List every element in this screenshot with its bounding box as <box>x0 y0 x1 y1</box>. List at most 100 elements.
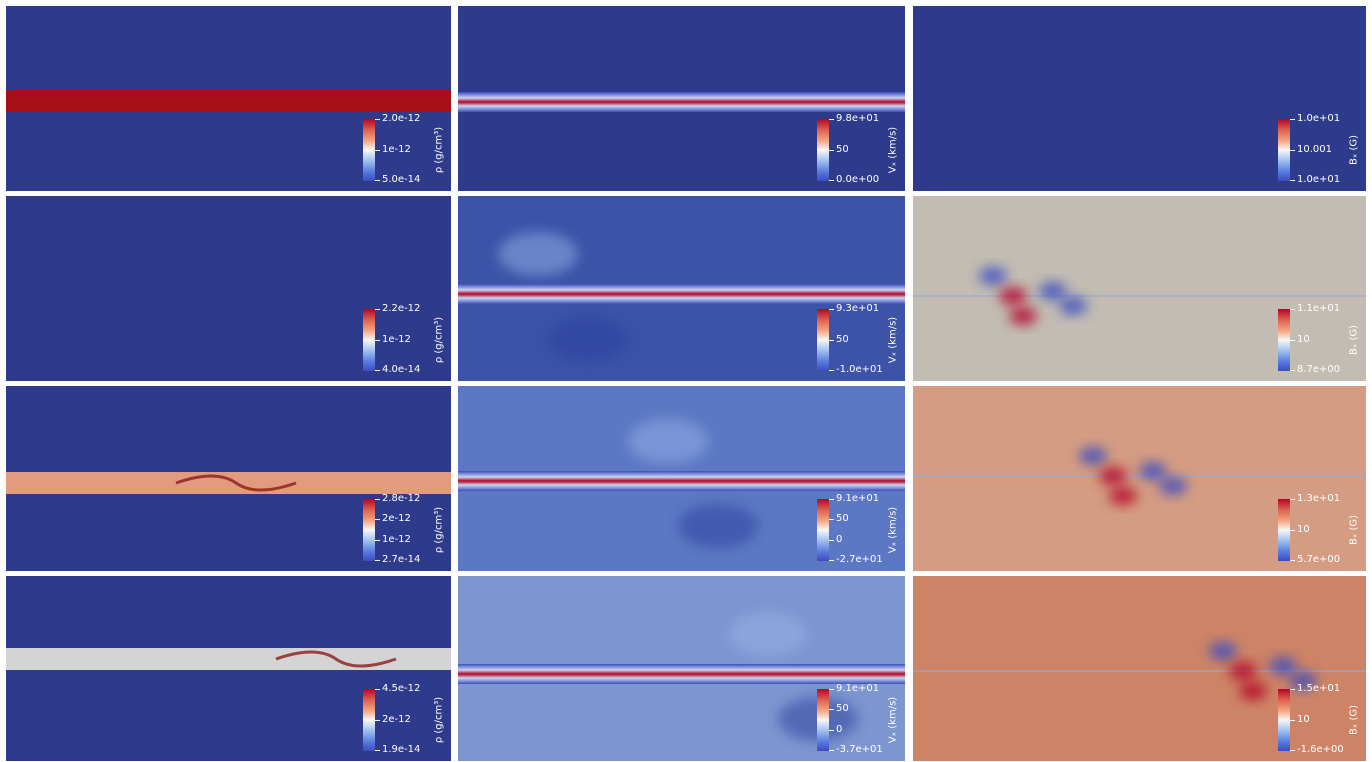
colorbar-tick-label: 1.5e+01 <box>1297 683 1341 694</box>
colorbar-unit-label: Vₓ (km/s) <box>887 506 899 554</box>
colorbar: 2.2e-12 1e-12 4.0e-14 ρ (g/cm³) <box>363 304 451 379</box>
colorbar-tick <box>375 750 380 751</box>
colorbar-tick <box>375 180 380 181</box>
colorbar-tick-label: 1e-12 <box>382 334 411 345</box>
colorbar-tick <box>829 180 834 181</box>
colorbar: 1.3e+01 10 5.7e+00 Bₓ (G) <box>1278 494 1366 569</box>
colorbar: 9.1e+01 50 0 -2.7e+01 Vₓ (km/s) <box>817 494 905 569</box>
colorbar-tick <box>829 519 834 520</box>
colorbar-unit-label: Bₓ (G) <box>1348 134 1360 166</box>
colorbar-tick <box>1290 370 1295 371</box>
colorbar-tick-label: 9.3e+01 <box>836 303 880 314</box>
colorbar-unit-label: Bₓ (G) <box>1348 514 1360 546</box>
field-image <box>458 232 905 361</box>
colorbar-unit-label: Vₓ (km/s) <box>887 696 899 744</box>
colorbar-tick-label: 8.7e+00 <box>1297 364 1341 375</box>
colorbar-tick-label: 9.8e+01 <box>836 113 880 124</box>
colorbar-tick-label: 4.5e-12 <box>382 683 421 694</box>
colorbar-tick <box>375 540 380 541</box>
colorbar-tick <box>1290 499 1295 500</box>
field-blob <box>1059 297 1087 315</box>
colorbar-gradient <box>1278 309 1290 371</box>
velocity-lobe <box>628 419 708 463</box>
density-slab <box>6 472 451 494</box>
colorbar-tick <box>1290 750 1295 751</box>
velocity-lobe <box>728 612 808 656</box>
colorbar-tick <box>829 709 834 710</box>
colorbar-gradient <box>817 309 829 371</box>
colorbar: 2.0e-12 1e-12 5.0e-14 ρ (g/cm³) <box>363 114 451 189</box>
field-blob <box>999 287 1027 305</box>
field-blob <box>1009 307 1037 325</box>
panel-vx-row3: 9.1e+01 50 0 -2.7e+01 Vₓ (km/s) <box>458 386 905 571</box>
velocity-lobe <box>678 504 758 548</box>
colorbar-tick-label: -2.7e+01 <box>836 554 883 565</box>
colorbar-tick <box>375 499 380 500</box>
field-blob <box>1269 657 1297 675</box>
panel-bx-row3: 1.3e+01 10 5.7e+00 Bₓ (G) <box>913 386 1366 571</box>
panel-density-row3: 2.8e-12 2e-12 1e-12 2.7e-14 ρ (g/cm³) <box>6 386 451 571</box>
colorbar-tick <box>829 340 834 341</box>
colorbar-tick-label: 10.001 <box>1297 144 1332 155</box>
colorbar-gradient <box>1278 499 1290 561</box>
field-image <box>458 92 905 112</box>
colorbar-tick <box>1290 309 1295 310</box>
colorbar-gradient <box>1278 119 1290 181</box>
colorbar-tick-label: 1e-12 <box>382 144 411 155</box>
field-image <box>913 642 1366 700</box>
panel-density-row4: 4.5e-12 2e-12 1.9e-14 ρ (g/cm³) <box>6 576 451 761</box>
field-image <box>913 447 1366 505</box>
shear-layer <box>458 92 905 112</box>
colorbar-gradient <box>817 499 829 561</box>
instability-wave <box>175 474 297 492</box>
colorbar-tick-label: 2.0e-12 <box>382 113 421 124</box>
colorbar-unit-label: Bₓ (G) <box>1348 324 1360 356</box>
colorbar-tick <box>829 560 834 561</box>
colorbar-tick <box>829 750 834 751</box>
colorbar-gradient <box>363 499 375 561</box>
colorbar-tick-label: 10 <box>1297 714 1310 725</box>
colorbar-tick <box>829 309 834 310</box>
colorbar: 1.5e+01 10 -1.6e+00 Bₓ (G) <box>1278 684 1366 759</box>
current-sheet <box>913 295 1366 297</box>
field-blob <box>1139 462 1167 480</box>
instability-wave <box>275 650 397 668</box>
colorbar-tick <box>1290 340 1295 341</box>
colorbar-tick-label: 1.3e+01 <box>1297 493 1341 504</box>
colorbar-tick <box>375 150 380 151</box>
field-blob <box>979 267 1007 285</box>
field-image <box>6 648 451 670</box>
colorbar-tick-label: 50 <box>836 703 849 714</box>
colorbar-tick-label: 5.7e+00 <box>1297 554 1341 565</box>
field-blob <box>1239 682 1267 700</box>
colorbar-tick <box>375 340 380 341</box>
shear-layer <box>458 471 905 491</box>
colorbar-tick-label: 5.0e-14 <box>382 174 421 185</box>
colorbar-tick-label: -3.7e+01 <box>836 744 883 755</box>
colorbar-tick-label: 50 <box>836 144 849 155</box>
colorbar-gradient <box>363 309 375 371</box>
panel-bx-row1: 1.0e+01 10.001 1.0e+01 Bₓ (G) <box>913 6 1366 191</box>
colorbar-tick-label: 50 <box>836 513 849 524</box>
colorbar-gradient <box>363 689 375 751</box>
colorbar-tick <box>375 689 380 690</box>
colorbar-tick <box>1290 530 1295 531</box>
colorbar: 1.0e+01 10.001 1.0e+01 Bₓ (G) <box>1278 114 1366 189</box>
colorbar-tick <box>829 689 834 690</box>
colorbar: 2.8e-12 2e-12 1e-12 2.7e-14 ρ (g/cm³) <box>363 494 451 569</box>
colorbar-gradient <box>1278 689 1290 751</box>
colorbar-tick-label: 2.2e-12 <box>382 303 421 314</box>
field-image <box>6 90 451 112</box>
colorbar-tick-label: 0 <box>836 534 843 545</box>
colorbar-gradient <box>363 119 375 181</box>
panel-density-row1: 2.0e-12 1e-12 5.0e-14 ρ (g/cm³) <box>6 6 451 191</box>
panel-vx-row1: 9.8e+01 50 0.0e+00 Vₓ (km/s) <box>458 6 905 191</box>
panel-bx-row2: 1.1e+01 10 8.7e+00 Bₓ (G) <box>913 196 1366 381</box>
field-blob <box>1109 487 1137 505</box>
colorbar-tick <box>375 720 380 721</box>
colorbar-tick <box>829 370 834 371</box>
colorbar-tick-label: 1.0e+01 <box>1297 174 1341 185</box>
colorbar-unit-label: ρ (g/cm³) <box>433 316 445 364</box>
field-blob <box>1209 642 1237 660</box>
